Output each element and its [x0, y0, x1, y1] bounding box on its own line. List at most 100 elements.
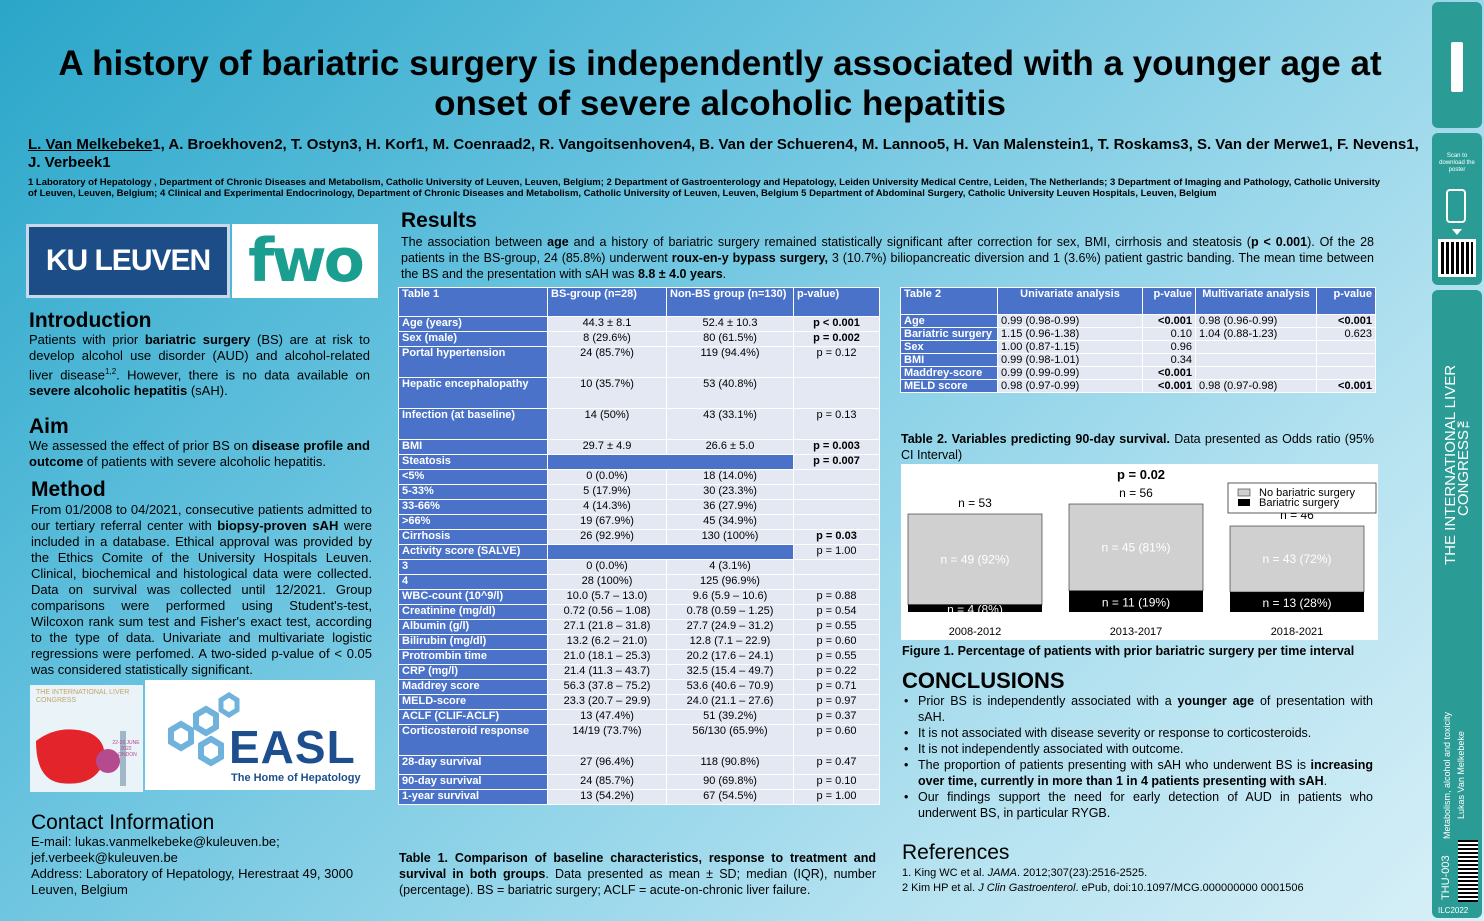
- table-row: 5-33% 5 (17.9%) 30 (23.3%): [399, 485, 879, 499]
- table-cell: 118 (90.8%): [667, 756, 793, 774]
- table-cell: p = 0.97: [794, 695, 879, 709]
- bar-segment-label: n = 43 (72%): [1262, 552, 1331, 566]
- table-row: Cirrhosis 26 (92.9%) 130 (100%) p = 0.03: [399, 530, 879, 544]
- other-authors: 1, A. Broekhoven2, T. Ostyn3, H. Korf1, …: [28, 136, 1419, 171]
- list-item: It is not associated with disease severi…: [902, 725, 1373, 741]
- table-cell: 14 (50%): [548, 409, 666, 439]
- ilc-congress-logo: THE INTERNATIONAL LIVER CONGRESS 22-26 J…: [30, 685, 143, 792]
- table-row: ACLF (CLIF-ACLF) 13 (47.4%) 51 (39.2%) p = …: [399, 710, 879, 724]
- table-cell: 21.0 (18.1 – 25.3): [548, 650, 666, 664]
- bar-no-bariatric: [907, 513, 1043, 605]
- table-cell: Sex: [901, 341, 997, 353]
- table-cell: <0.001: [1143, 315, 1195, 327]
- table-cell: <0.001: [1143, 367, 1195, 379]
- table-cell: 4 (3.1%): [667, 560, 793, 574]
- table-cell: Albumin (g/l): [399, 620, 547, 634]
- table-cell: >66%: [399, 515, 547, 529]
- table-row: Activity score (SALVE) p = 1.00: [399, 545, 879, 559]
- table-cell: 1.15 (0.96-1.38): [998, 328, 1142, 340]
- table-cell: 30 (23.3%): [667, 485, 793, 499]
- reference-item: 1. King WC et al. JAMA. 2012;307(23):251…: [902, 867, 1148, 879]
- table-cell: Activity score (SALVE): [399, 545, 547, 559]
- table-row: Creatinine (mg/dl) 0.72 (0.56 – 1.08) 0.78…: [399, 605, 879, 619]
- table-cell: p = 0.37: [794, 710, 879, 724]
- table-cell: Bilirubin (mg/dl): [399, 635, 547, 649]
- table-row: Maddrey-score 0.99 (0.99-0.99) <0.001: [901, 367, 1375, 379]
- table-cell: 26.6 ± 5.0: [667, 440, 793, 454]
- table-cell: 18 (14.0%): [667, 470, 793, 484]
- x-tick-label: 2013-2017: [1110, 626, 1163, 638]
- table-cell: p = 0.47: [794, 756, 879, 774]
- table-cell: 90 (69.8%): [667, 775, 793, 789]
- table-cell: Maddrey-score: [901, 367, 997, 379]
- bar-bariatric: [908, 604, 1042, 612]
- table-cell: 12.8 (7.1 – 22.9): [667, 635, 793, 649]
- table-cell: 44.3 ± 8.1: [548, 317, 666, 331]
- chart-legend: [1227, 482, 1377, 514]
- table-cell: Infection (at baseline): [399, 409, 547, 439]
- easl-logo: EASL The Home of Hepatology: [145, 680, 375, 790]
- contact-heading: Contact Information: [31, 811, 215, 834]
- congress-name: THE INTERNATIONAL LIVER CONGRESS™: [1442, 364, 1472, 566]
- table-cell: Age: [901, 315, 997, 327]
- table-2-header-cell: p-value: [1317, 288, 1375, 314]
- table-row: Hepatic encephalopathy 10 (35.7%) 53 (40.8…: [399, 378, 879, 408]
- contact-email-2[interactable]: jef.verbeek@kuleuven.be: [31, 850, 178, 865]
- table-row: Protrombin time 21.0 (18.1 – 25.3) 20.2 (1…: [399, 650, 879, 664]
- table-cell: p < 0.001: [794, 317, 879, 331]
- author-list: L. Van Melkebeke1, A. Broekhoven2, T. Os…: [28, 136, 1428, 172]
- table-1-header-cell: p-value): [794, 288, 879, 316]
- table-cell: 0 (0.0%): [548, 560, 666, 574]
- table-cell: 23.3 (20.7 – 29.9): [548, 695, 666, 709]
- table-cell: 27 (96.4%): [548, 756, 666, 774]
- table-cell: 0.99 (0.98-1.01): [998, 354, 1142, 366]
- table-cell: Steatosis: [399, 455, 547, 469]
- table-row: Sex (male) 8 (29.6%) 80 (61.5%) p = 0.002: [399, 332, 879, 346]
- table-cell: 27.1 (21.8 – 31.8): [548, 620, 666, 634]
- table-cell: 10.0 (5.7 – 13.0): [548, 590, 666, 604]
- table-cell: 52.4 ± 10.3: [667, 317, 793, 331]
- table-cell: <0.001: [1143, 380, 1195, 392]
- table-cell: 0.10: [1143, 328, 1195, 340]
- table-row: Sex 1.00 (0.87-1.15) 0.96: [901, 341, 1375, 353]
- table-cell: 0.99 (0.99-0.99): [998, 367, 1142, 379]
- bar-bariatric: [1230, 592, 1364, 612]
- table-cell: 0.98 (0.96-0.99): [1196, 315, 1316, 327]
- method-heading: Method: [31, 478, 106, 501]
- table-cell: [794, 470, 879, 484]
- x-tick-label: 2008-2012: [949, 626, 1002, 638]
- table-cell: 0.96: [1143, 341, 1195, 353]
- table-cell: p = 0.03: [794, 530, 879, 544]
- table-row: Steatosis p = 0.007: [399, 455, 879, 469]
- list-item: The proportion of patients presenting wi…: [902, 757, 1373, 789]
- legend-label: Bariatric surgery: [1259, 497, 1340, 509]
- table-cell: 5 (17.9%): [548, 485, 666, 499]
- table-cell: 24 (85.7%): [548, 775, 666, 789]
- bar-total-label: n = 56: [1119, 486, 1153, 500]
- table-row: BMI 0.99 (0.98-1.01) 0.34: [901, 354, 1375, 366]
- table-cell: p = 0.55: [794, 620, 879, 634]
- table-cell: p = 0.12: [794, 347, 879, 377]
- table-cell: 130 (100%): [667, 530, 793, 544]
- table-cell: p = 0.13: [794, 409, 879, 439]
- qr-code[interactable]: [1438, 239, 1476, 277]
- table-cell: Cirrhosis: [399, 530, 547, 544]
- table-cell: [794, 575, 879, 589]
- contact-email-1[interactable]: E-mail: lukas.vanmelkebeke@kuleuven.be;: [31, 834, 280, 849]
- table-cell: p = 0.55: [794, 650, 879, 664]
- list-item: It is not independently associated with …: [902, 741, 1373, 757]
- aim-text: We assessed the effect of prior BS on di…: [29, 438, 370, 469]
- table-cell: 10 (35.7%): [548, 378, 666, 408]
- table-cell: p = 0.22: [794, 665, 879, 679]
- figure-1-caption: Figure 1. Percentage of patients with pr…: [902, 644, 1355, 658]
- results-heading: Results: [401, 209, 477, 232]
- bar-segment-label: n = 4 (8%): [947, 602, 1003, 616]
- table-cell: 24 (85.7%): [548, 347, 666, 377]
- table-cell: 33-66%: [399, 500, 547, 514]
- table-cell: 125 (96.9%): [667, 575, 793, 589]
- table-cell: 80 (61.5%): [667, 332, 793, 346]
- table-cell: 45 (34.9%): [667, 515, 793, 529]
- conclusions-list: Prior BS is independently associated wit…: [902, 693, 1373, 821]
- table-cell: 0.99 (0.98-0.99): [998, 315, 1142, 327]
- table-cell: 51 (39.2%): [667, 710, 793, 724]
